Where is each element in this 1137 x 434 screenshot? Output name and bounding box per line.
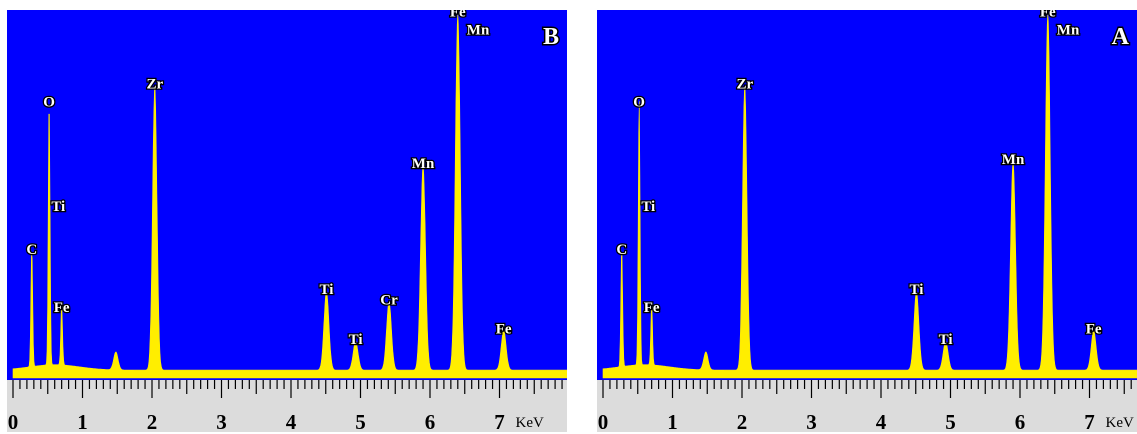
plot-background (7, 10, 567, 380)
peak-label: Mn (1002, 152, 1025, 168)
x-tick-label: 7 (494, 410, 505, 432)
peak-label: Cr (380, 293, 398, 309)
peak-label: Ti (319, 282, 333, 298)
x-tick-label: 1 (667, 410, 678, 432)
peak-label: O (43, 95, 55, 111)
eds-spectrum-panel-b: C O Ti Fe Zr Ti Ti Cr Mn Fe Mn Fe B 0 1 2 3 4 5 6 7 KeV (7, 10, 567, 432)
peak-label: Ti (939, 332, 953, 348)
peak-label: Fe (1086, 321, 1102, 337)
x-tick-label: 2 (147, 410, 158, 432)
peak-label: Zr (146, 77, 163, 93)
peak-label: C (616, 242, 627, 258)
panel-letter: A (1112, 24, 1130, 50)
peak-label: C (26, 242, 37, 258)
peak-label: Fe (1040, 10, 1056, 21)
x-axis-unit: KeV (1106, 415, 1134, 431)
peak-label: Fe (54, 300, 70, 316)
peak-label: Fe (644, 300, 660, 316)
peak-label: O (633, 95, 645, 111)
peak-label: Mn (1057, 23, 1080, 39)
x-tick-label: 4 (876, 410, 887, 432)
peak-label: Mn (467, 23, 490, 39)
peak-label: Fe (450, 10, 466, 21)
x-axis-unit: KeV (516, 415, 544, 431)
energy-ruler (7, 380, 567, 432)
x-tick-label: 3 (806, 410, 817, 432)
peak-label: Fe (496, 321, 512, 337)
x-tick-label: 5 (355, 410, 366, 432)
x-tick-label: 4 (286, 410, 297, 432)
eds-spectrum-panel-a: C O Ti Fe Zr Ti Ti Mn Fe Mn Fe A 0 1 2 3 4 5 6 7 KeV (597, 10, 1137, 432)
peak-label: Mn (412, 156, 435, 172)
panel-letter: B (543, 24, 559, 50)
x-tick-label: 0 (598, 410, 609, 432)
x-tick-label: 3 (216, 410, 227, 432)
plot-background (597, 10, 1137, 380)
x-tick-label: 1 (77, 410, 88, 432)
x-tick-label: 6 (425, 410, 436, 432)
x-tick-label: 0 (8, 410, 19, 432)
x-tick-label: 2 (737, 410, 748, 432)
peak-label: Ti (51, 199, 65, 215)
peak-label: Ti (641, 199, 655, 215)
spectrum-area (602, 13, 1137, 379)
spectrum-area (12, 13, 567, 379)
x-tick-label: 6 (1015, 410, 1026, 432)
peak-label: Ti (349, 332, 363, 348)
peak-label: Zr (736, 77, 753, 93)
x-tick-label: 7 (1084, 410, 1095, 432)
x-tick-label: 5 (945, 410, 956, 432)
peak-label: Ti (909, 282, 923, 298)
